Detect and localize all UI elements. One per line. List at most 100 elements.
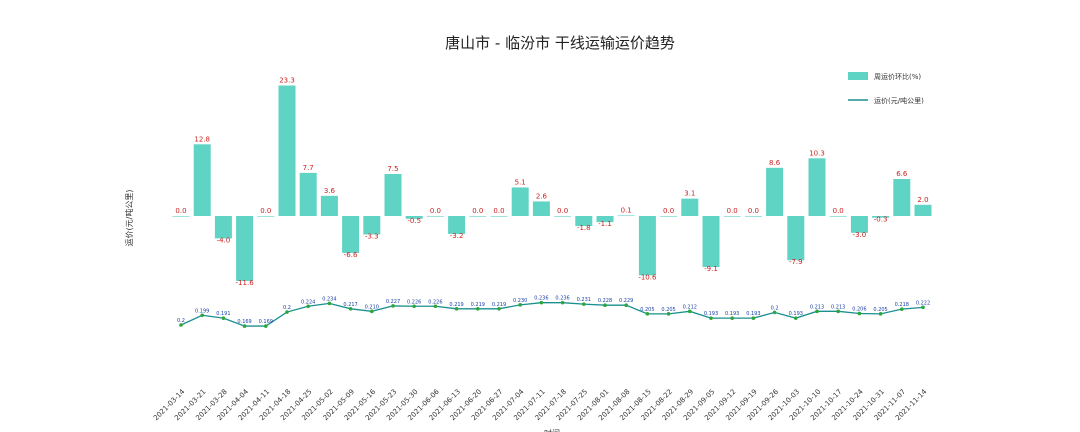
bar xyxy=(723,216,741,217)
line-point xyxy=(560,300,565,305)
bar xyxy=(766,167,784,216)
bar xyxy=(808,158,826,216)
line-point xyxy=(921,305,925,310)
bar-label: -4.0 xyxy=(217,236,231,244)
line-point xyxy=(242,324,247,328)
point-label: 0.231 xyxy=(577,297,591,303)
bar xyxy=(214,216,232,239)
line-point xyxy=(772,310,777,315)
bar-label: 0.0 xyxy=(472,207,483,215)
bar-label: 3.6 xyxy=(324,187,336,195)
bar-label: 0.0 xyxy=(727,207,738,215)
line-point xyxy=(645,312,650,316)
bar-label: -10.6 xyxy=(638,273,657,281)
bar xyxy=(554,216,572,217)
bar xyxy=(872,216,890,218)
line-point xyxy=(306,304,311,309)
bar xyxy=(426,216,444,217)
bar xyxy=(596,216,614,223)
line-point xyxy=(179,323,183,327)
line-point xyxy=(857,311,862,316)
bar-label: -0.3 xyxy=(874,216,888,224)
bar-label: -1.8 xyxy=(577,224,591,232)
bar-label: 5.1 xyxy=(515,178,526,186)
bar-label: 23.3 xyxy=(279,77,295,85)
point-label: 0.219 xyxy=(471,302,485,308)
point-labels-group: 0.2 0.199 0.191 0.169 0.169 0.2 0.224 0.234 0.21… xyxy=(177,296,930,325)
bar xyxy=(638,216,656,276)
line-point xyxy=(412,304,417,309)
bar-label: 2.6 xyxy=(536,192,548,200)
bar-label: -3.0 xyxy=(853,231,867,239)
line-point xyxy=(624,303,628,308)
line-point xyxy=(709,316,713,320)
point-label: 0.213 xyxy=(810,304,824,310)
point-label: 0.217 xyxy=(343,302,357,308)
point-label: 0.193 xyxy=(789,311,803,317)
bar-label: 0.0 xyxy=(260,207,271,215)
line-point xyxy=(794,316,798,320)
bar xyxy=(532,201,550,216)
point-label: 0.169 xyxy=(237,319,251,325)
point-label: 0.205 xyxy=(873,307,887,313)
line-point xyxy=(327,301,332,306)
point-label: 0.222 xyxy=(916,300,930,306)
line-point xyxy=(900,307,904,311)
point-label: 0.219 xyxy=(492,302,506,308)
point-label: 0.228 xyxy=(598,298,612,304)
line-point xyxy=(454,307,459,311)
x-ticks-group: 2021-03-142021-03-212021-03-282021-04-04… xyxy=(152,387,929,422)
bar xyxy=(575,216,593,227)
bar-label: 0.1 xyxy=(621,206,632,214)
line-point xyxy=(730,316,734,320)
bar-label: -3.2 xyxy=(450,232,464,240)
bar-labels-group: 0.0 12.8 -4.0 -11.6 0.0 23.3 7.7 3.6 -6.6 -3.3 7.5… xyxy=(175,77,928,287)
bar-label: 12.8 xyxy=(194,135,210,143)
bar-label: -11.6 xyxy=(236,279,255,287)
bar xyxy=(893,179,911,216)
line-point xyxy=(518,303,522,307)
point-label: 0.236 xyxy=(534,296,548,302)
point-label: 0.193 xyxy=(725,311,739,317)
line-point xyxy=(878,312,883,316)
line-point xyxy=(688,309,692,314)
bar-label: 7.5 xyxy=(387,165,398,173)
bar xyxy=(617,215,635,217)
bar xyxy=(914,204,932,216)
line-point xyxy=(221,316,226,320)
line-point xyxy=(539,300,544,305)
bar-label: -1.1 xyxy=(598,220,612,228)
point-label: 0.199 xyxy=(195,308,209,314)
line-point xyxy=(497,307,501,311)
line-point xyxy=(200,313,204,318)
bar xyxy=(342,216,360,253)
x-axis-label: 时间 xyxy=(544,428,560,432)
line-group xyxy=(179,300,925,328)
line-point xyxy=(582,302,586,306)
legend-bar-label: 周运价环比(%) xyxy=(874,72,921,81)
line-point xyxy=(476,307,480,311)
line-point xyxy=(815,309,819,314)
bar xyxy=(320,195,338,216)
point-label: 0.224 xyxy=(301,299,315,305)
bar-label: 0.0 xyxy=(557,207,568,215)
bar xyxy=(829,216,847,217)
bar-label: -7.9 xyxy=(789,258,803,266)
line-point xyxy=(751,316,756,320)
bar-label: 8.6 xyxy=(769,159,781,167)
bar xyxy=(363,216,381,235)
bar-label: 10.3 xyxy=(809,149,825,157)
point-label: 0.191 xyxy=(216,311,230,317)
bar xyxy=(172,216,190,217)
bar-label: 0.0 xyxy=(748,207,759,215)
point-label: 0.226 xyxy=(407,299,421,305)
bar-label: -6.6 xyxy=(344,251,358,259)
bar-label: 7.7 xyxy=(303,164,314,172)
point-label: 0.193 xyxy=(704,311,718,317)
bars-group xyxy=(172,85,932,281)
bar-label: 0.0 xyxy=(175,207,186,215)
chart-title: 唐山市 - 临汾市 干线运输运价趋势 xyxy=(445,34,675,52)
bar-label: -0.5 xyxy=(407,217,421,225)
point-label: 0.227 xyxy=(386,299,400,305)
